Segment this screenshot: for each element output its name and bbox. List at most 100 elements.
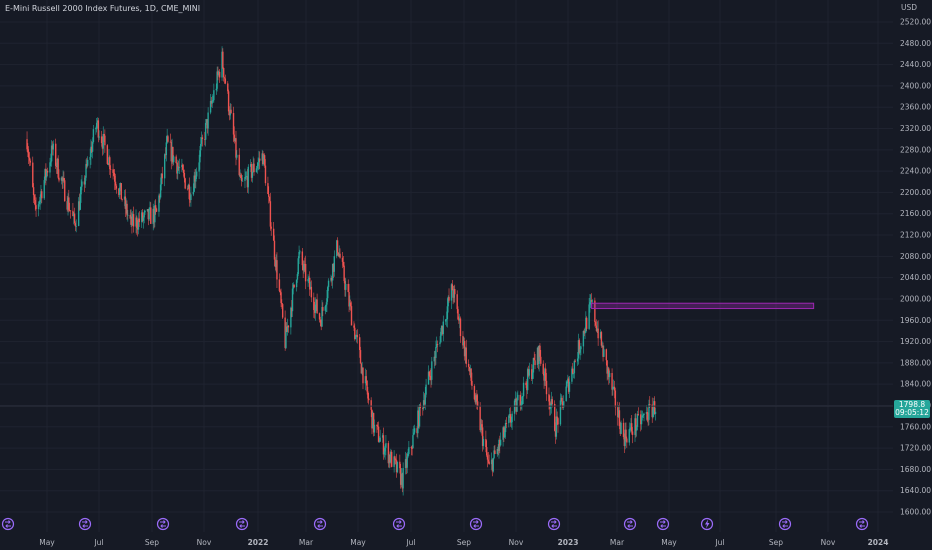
candle-body <box>538 345 540 364</box>
candle-body <box>571 368 573 382</box>
arrows-icon[interactable] <box>313 517 327 531</box>
candle-body <box>467 363 470 367</box>
candle-body <box>601 345 603 347</box>
candle-body <box>287 325 290 328</box>
candle-body <box>395 460 398 473</box>
candle-body <box>159 184 162 198</box>
candle-body <box>585 317 587 333</box>
candle-body <box>345 283 347 290</box>
candle-body <box>367 391 369 399</box>
candle-body <box>422 408 424 409</box>
candle-body <box>457 309 459 320</box>
candle-body <box>413 428 416 433</box>
arrows-icon[interactable] <box>656 517 670 531</box>
candle-body <box>481 424 483 428</box>
candle-body <box>338 253 340 256</box>
candle-body <box>522 382 525 397</box>
candle-body <box>132 214 134 226</box>
candle-body <box>440 325 443 332</box>
x-tick-label: May <box>350 538 366 547</box>
candle-body <box>379 437 381 442</box>
candle-body <box>38 201 41 205</box>
arrows-icon[interactable] <box>469 517 483 531</box>
candle-body <box>647 419 649 421</box>
candle-body <box>252 163 254 172</box>
candlestick-series[interactable] <box>26 46 657 496</box>
candle-body <box>400 473 403 485</box>
candle-body <box>264 165 267 184</box>
candle-body <box>607 368 609 374</box>
candle-body <box>278 279 281 291</box>
candle-body <box>366 380 368 392</box>
arrows-icon[interactable] <box>392 517 406 531</box>
candle-body <box>625 429 627 439</box>
arrows-icon[interactable] <box>156 517 170 531</box>
candle-body <box>362 367 364 384</box>
arrows-icon[interactable] <box>778 517 792 531</box>
candle-body <box>114 181 117 186</box>
candle-body <box>445 319 447 322</box>
time-axis[interactable]: May Jul Sep Nov 2022 Mar May Jul Sep Nov 2023 Mar Ma… <box>39 538 888 547</box>
currency-label[interactable]: USD <box>901 3 918 12</box>
candle-body <box>430 376 432 380</box>
candle-body <box>365 376 367 381</box>
candle-body <box>255 168 258 173</box>
candle-body <box>132 214 135 227</box>
candle-body <box>239 175 241 177</box>
arrows-icon[interactable] <box>78 517 92 531</box>
x-tick-label: Nov <box>509 538 524 547</box>
candle-body <box>364 376 367 384</box>
candle-body <box>326 298 328 305</box>
candle-body <box>554 403 556 431</box>
price-axis[interactable]: 1600.001640.001680.001720.001760.001800.… <box>900 18 931 517</box>
candle-body <box>498 439 500 451</box>
candle-body <box>188 184 190 200</box>
candle-body <box>533 357 535 361</box>
candle-body <box>46 170 48 178</box>
events-row <box>1 517 869 531</box>
candle-body <box>527 369 530 376</box>
candle-body <box>222 51 224 68</box>
candle-body <box>526 385 528 391</box>
candle-body <box>646 412 648 420</box>
arrows-icon[interactable] <box>623 517 637 531</box>
arrows-icon[interactable] <box>855 517 869 531</box>
drawing-zones[interactable] <box>591 302 815 310</box>
candle-body <box>302 265 304 271</box>
arrows-icon[interactable] <box>235 517 249 531</box>
y-tick-label: 1640.00 <box>900 486 931 495</box>
candle-body <box>497 449 499 451</box>
candle-body <box>324 306 326 311</box>
candle-body <box>309 286 312 290</box>
candle-body <box>230 109 232 113</box>
candle-body <box>599 332 602 339</box>
x-tick-label: May <box>39 538 55 547</box>
candle-body <box>218 71 220 75</box>
candle-body <box>96 120 99 123</box>
candle-body <box>209 100 212 113</box>
candle-body <box>293 284 295 288</box>
candle-body <box>522 396 524 397</box>
candle-body <box>485 439 487 448</box>
candle-body <box>309 277 311 290</box>
candle-body <box>90 146 92 157</box>
candle-body <box>159 195 161 198</box>
resistance-zone[interactable] <box>591 302 815 310</box>
arrows-icon[interactable] <box>547 517 561 531</box>
candle-body <box>295 279 298 288</box>
candle-body <box>373 424 376 433</box>
y-tick-label: 2400.00 <box>900 81 931 90</box>
candle-body <box>613 386 616 391</box>
y-tick-label: 1760.00 <box>900 422 931 431</box>
lightning-icon[interactable] <box>700 517 714 531</box>
arrows-icon[interactable] <box>1 517 15 531</box>
candle-body <box>86 164 88 166</box>
candle-body <box>544 368 546 381</box>
candle-body <box>487 459 490 462</box>
x-tick-label: Mar <box>299 538 314 547</box>
candle-body <box>574 360 576 362</box>
y-tick-label: 1680.00 <box>900 465 931 474</box>
candle-body <box>401 473 404 489</box>
candle-body <box>645 412 648 414</box>
